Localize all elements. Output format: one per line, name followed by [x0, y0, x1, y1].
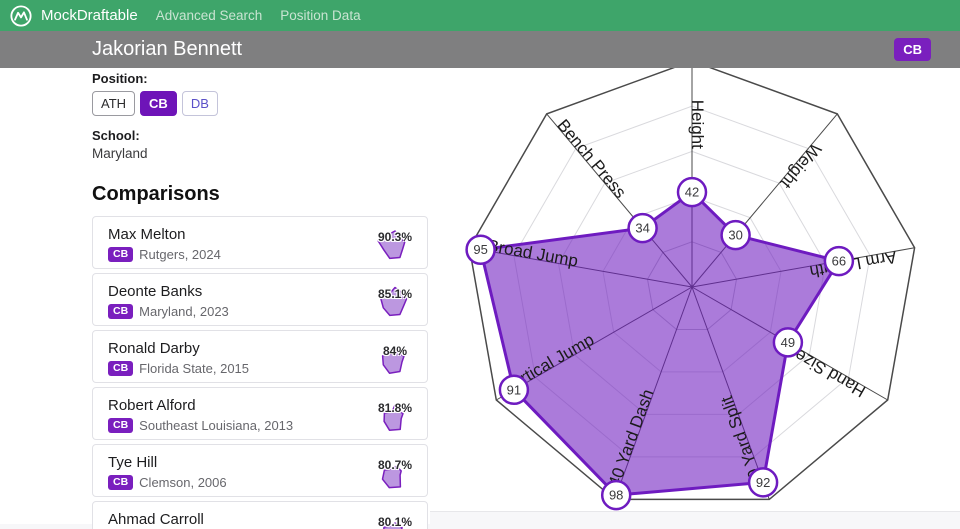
- school-value: Maryland: [92, 146, 148, 161]
- comparison-match-percent: 90.3%: [377, 230, 413, 244]
- comparison-position-badge: CB: [108, 475, 134, 490]
- comparison-position-badge: CB: [108, 247, 134, 262]
- header-position-badge: CB: [894, 38, 931, 61]
- value-marker[interactable]: [747, 467, 779, 498]
- mini-radar-icon: [381, 350, 405, 374]
- value-marker[interactable]: [600, 479, 632, 511]
- comparisons-heading: Comparisons: [92, 183, 220, 205]
- value-marker-number: 91: [507, 382, 521, 397]
- footer-strip-bottom: [0, 524, 960, 529]
- position-button-group: ATH CB DB: [92, 91, 428, 116]
- player-sidebar: Position: ATH CB DB School: Maryland Com…: [92, 68, 428, 529]
- value-marker[interactable]: [498, 374, 530, 406]
- brand-name[interactable]: MockDraftable: [41, 7, 138, 24]
- mini-radar-icon: [383, 522, 403, 529]
- comparison-school-year: Florida State, 2015: [139, 361, 250, 376]
- player-radar-polygon: [479, 190, 841, 497]
- comparison-card[interactable]: Deonte Banks CB Maryland, 2023 85.1%: [92, 273, 428, 326]
- comparison-match-percent: 84%: [382, 344, 408, 358]
- value-marker-number: 95: [473, 242, 487, 257]
- value-marker-number: 42: [685, 185, 699, 200]
- value-marker[interactable]: [465, 234, 496, 265]
- value-marker-number: 66: [832, 254, 846, 269]
- comparison-position-badge: CB: [108, 418, 134, 433]
- comparison-match-percent: 80.7%: [377, 458, 413, 472]
- mini-radar-icon: [380, 286, 408, 317]
- position-label: Position:: [92, 71, 148, 86]
- position-button-cb[interactable]: CB: [140, 91, 177, 116]
- comparison-card[interactable]: Ahmad Carroll CB Arkansas, 2004 80.1%: [92, 501, 428, 529]
- comparison-card[interactable]: Robert Alford CB Southeast Louisiana, 20…: [92, 387, 428, 440]
- comparison-position-badge: CB: [108, 361, 134, 376]
- value-marker[interactable]: [823, 245, 855, 277]
- axis-label: Bench Press: [553, 116, 630, 202]
- school-label: School:: [92, 128, 140, 143]
- comparison-school-year: Maryland, 2023: [139, 304, 229, 319]
- comparison-school-year: Rutgers, 2024: [139, 247, 221, 262]
- comparison-player-name: Ahmad Carroll: [108, 511, 204, 528]
- axis-label: Height: [688, 100, 707, 149]
- comparison-match-percent: 80.1%: [377, 515, 413, 529]
- value-marker-number: 49: [781, 335, 795, 350]
- top-navbar: MockDraftable Advanced Search Position D…: [0, 0, 960, 31]
- position-button-db[interactable]: DB: [181, 91, 218, 116]
- comparisons-list: Max Melton CB Rutgers, 2024 90.3% Deonte…: [92, 216, 428, 529]
- mockdraftable-logo-icon[interactable]: [10, 4, 32, 27]
- value-marker-number: 30: [728, 228, 742, 243]
- page-title: Jakorian Bennett: [92, 38, 243, 60]
- comparison-card[interactable]: Max Melton CB Rutgers, 2024 90.3%: [92, 216, 428, 269]
- mini-radar-icon: [377, 230, 406, 260]
- comparison-player-name: Robert Alford: [108, 397, 196, 414]
- comparison-school-year: Clemson, 2006: [139, 475, 227, 490]
- player-header: Jakorian Bennett CB: [0, 31, 960, 68]
- value-marker-number: 34: [635, 221, 649, 236]
- comparison-position-badge: CB: [108, 304, 134, 319]
- comparison-player-name: Deonte Banks: [108, 283, 203, 300]
- comparison-player-name: Max Melton: [108, 226, 186, 243]
- comparison-school-year: Southeast Louisiana, 2013: [139, 418, 294, 433]
- value-marker-number: 98: [609, 488, 623, 503]
- comparison-player-name: Ronald Darby: [108, 340, 200, 357]
- comparison-player-name: Tye Hill: [108, 454, 158, 471]
- comparison-match-percent: 85.1%: [377, 287, 413, 301]
- comparison-card[interactable]: Ronald Darby CB Florida State, 2015 84%: [92, 330, 428, 383]
- comparison-match-percent: 81.8%: [377, 401, 413, 415]
- comparison-card[interactable]: Tye Hill CB Clemson, 2006 80.7%: [92, 444, 428, 497]
- value-marker[interactable]: [720, 219, 751, 251]
- value-marker[interactable]: [772, 327, 804, 358]
- value-marker-number: 92: [756, 475, 770, 490]
- nav-link-advanced-search[interactable]: Advanced Search: [155, 8, 263, 23]
- value-marker[interactable]: [676, 176, 708, 208]
- mini-radar-icon: [381, 465, 402, 489]
- mini-radar-icon: [383, 404, 404, 431]
- position-button-ath[interactable]: ATH: [92, 91, 136, 116]
- value-marker[interactable]: [627, 212, 658, 244]
- nav-link-position-data[interactable]: Position Data: [280, 8, 361, 23]
